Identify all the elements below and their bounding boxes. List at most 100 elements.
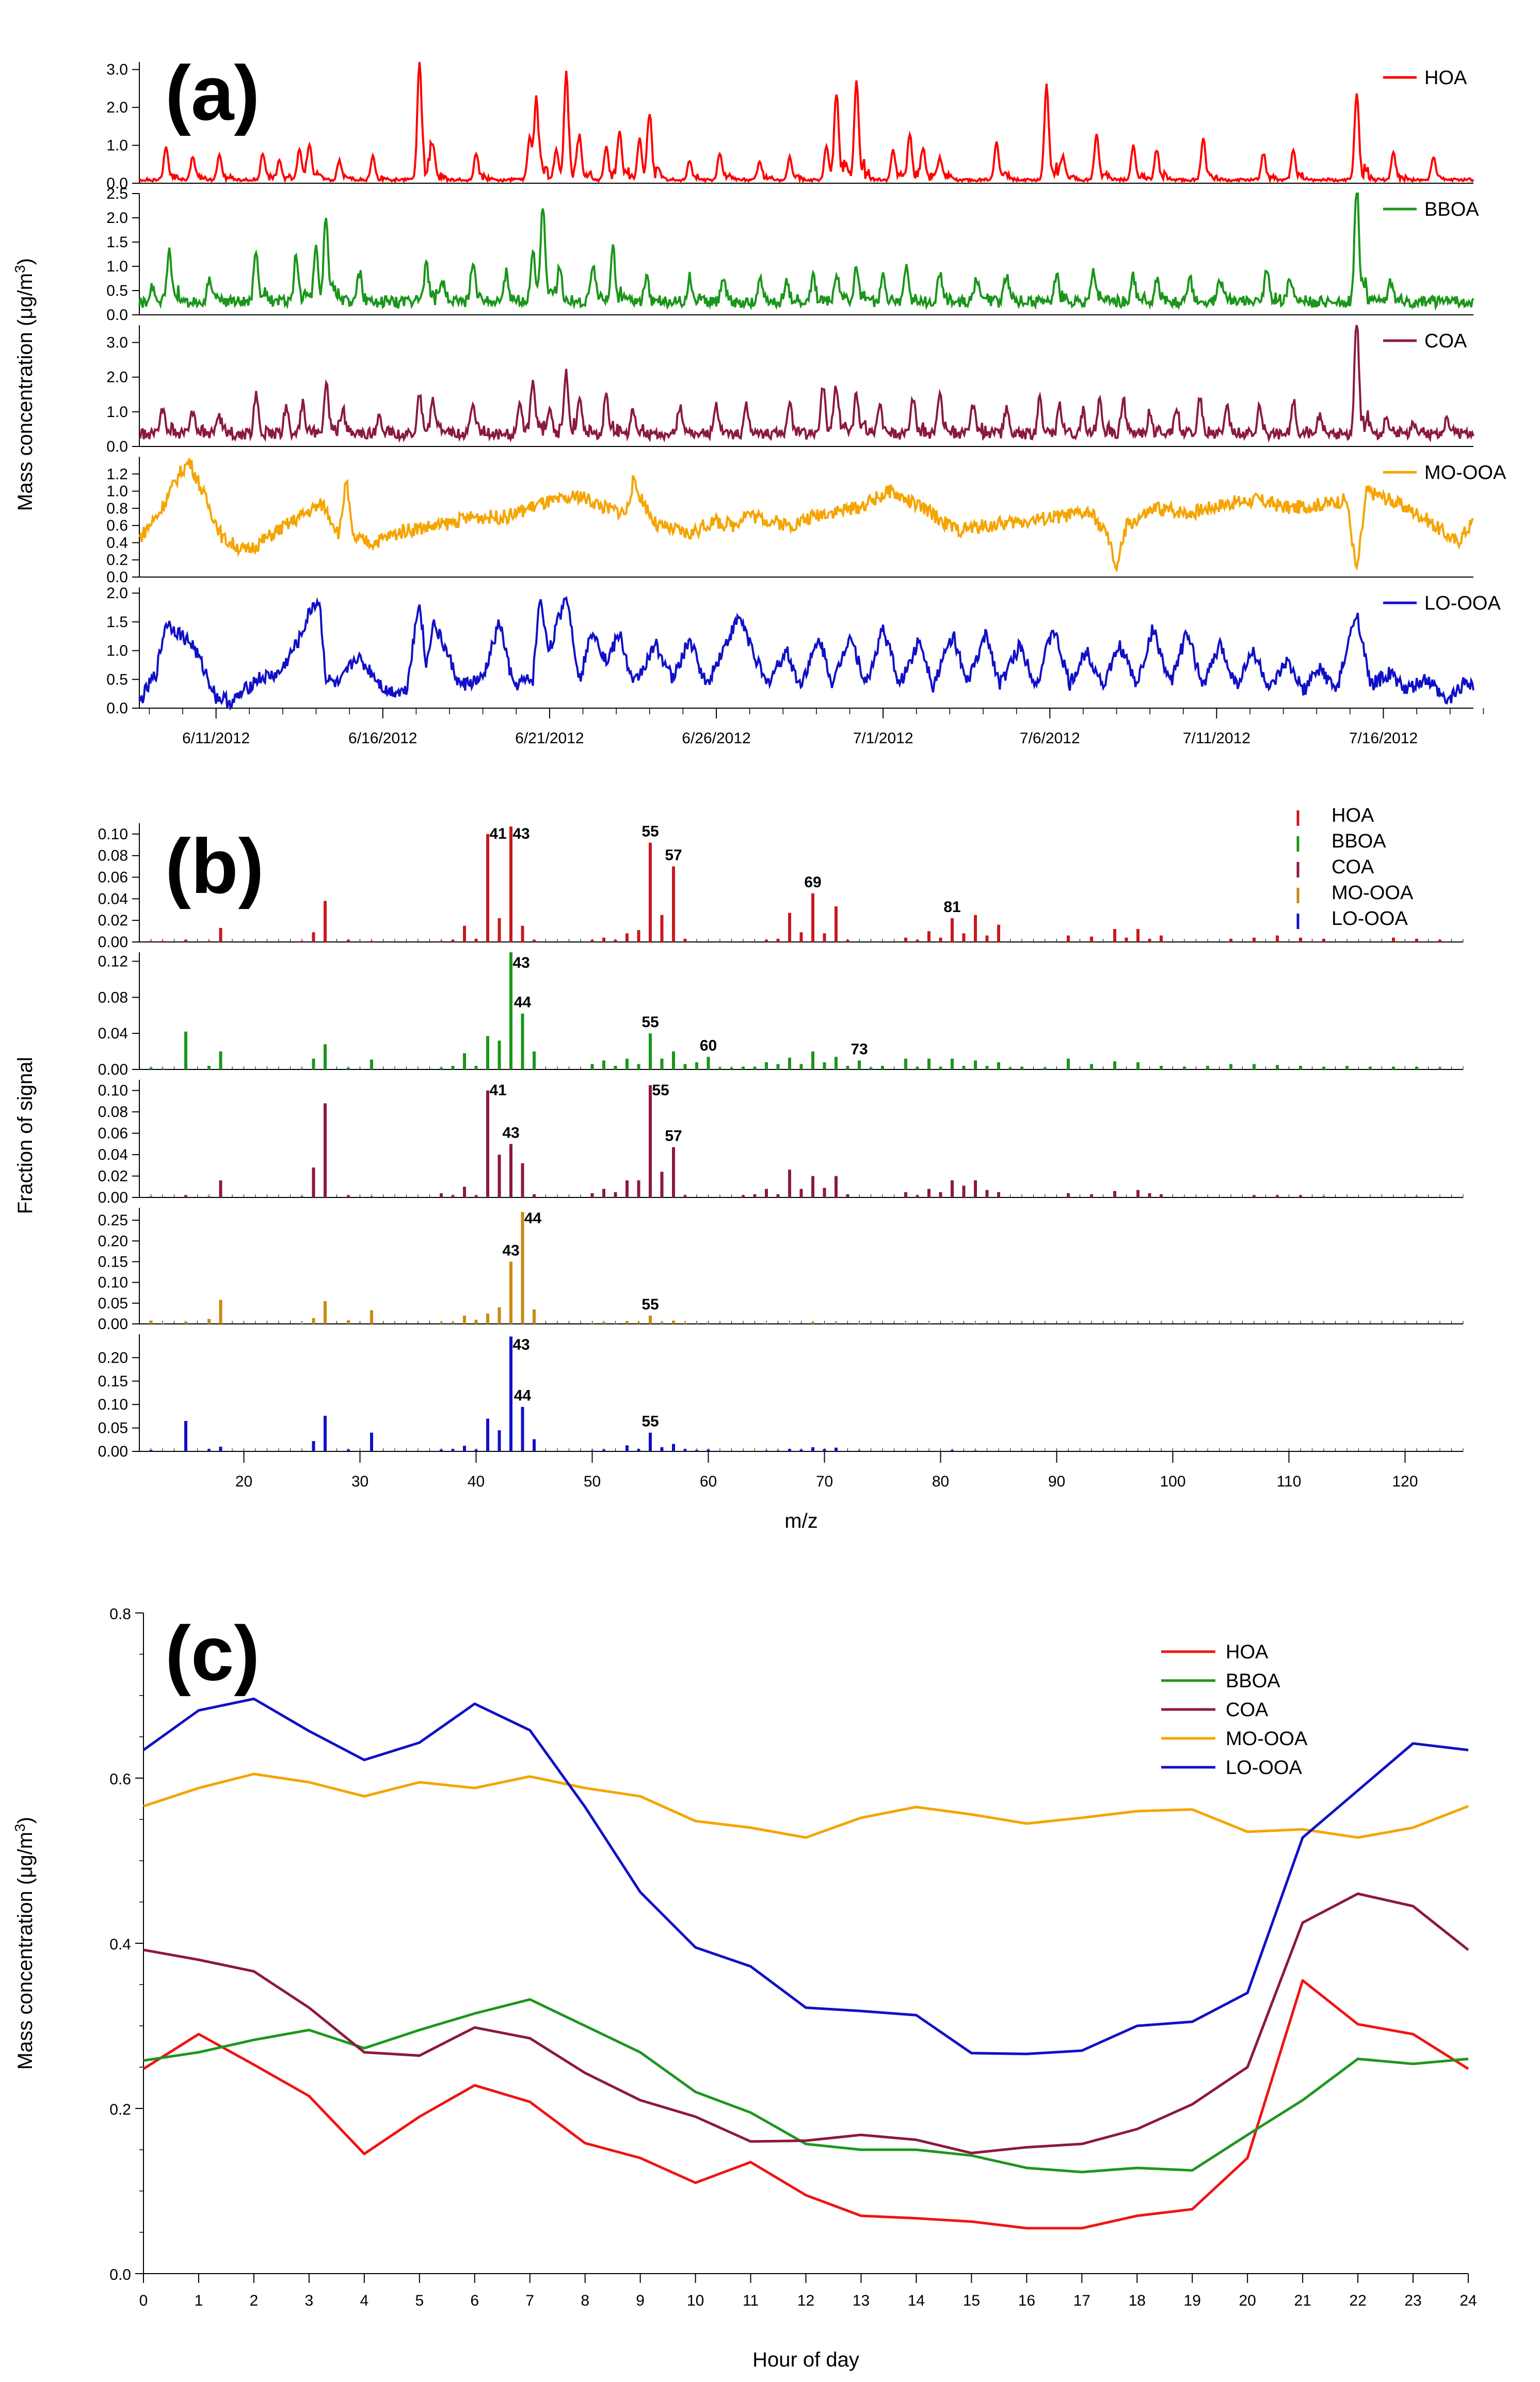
panel-c-xtick-label: 5 xyxy=(415,2292,424,2309)
legend-b-label-coa: COA xyxy=(1332,856,1374,878)
panel-c-xtick-label: 22 xyxy=(1349,2292,1366,2309)
panel-c-xtick-label: 21 xyxy=(1294,2292,1311,2309)
panel-a-ytick-label: 0.5 xyxy=(106,282,128,299)
panel-b-ytick-label: 0.10 xyxy=(98,1274,128,1291)
panel-b-xtick-label: 50 xyxy=(584,1473,601,1490)
panel-b-ytick-label: 0.10 xyxy=(98,826,128,843)
panel-a-ytick-label: 2.0 xyxy=(106,369,128,386)
panel-b-xtick-label: 30 xyxy=(351,1473,368,1490)
panel-c-xtick-label: 14 xyxy=(908,2292,925,2309)
peak-label-mo-ooa-55: 55 xyxy=(641,1296,659,1313)
panel-c-xtick-label: 6 xyxy=(470,2292,479,2309)
panel-b-ytick-label: 0.04 xyxy=(98,1146,128,1163)
peak-label-hoa-43: 43 xyxy=(512,825,530,842)
panel-c-ylabel: Mass concentration (μg/m3) xyxy=(12,1817,37,2070)
panel-c-xlabel: Hour of day xyxy=(752,2348,859,2371)
panel-a-ytick-label: 1.2 xyxy=(106,466,128,483)
peak-label-hoa-41: 41 xyxy=(489,825,506,842)
panel-b-ytick-label: 0.10 xyxy=(98,1396,128,1413)
series-coa-line xyxy=(138,325,1474,443)
legend-c-label-hoa: HOA xyxy=(1226,1641,1269,1663)
panel-b-ytick-label: 0.20 xyxy=(98,1233,128,1250)
panel-b-ytick-label: 0.00 xyxy=(98,934,128,951)
series-mo-ooa-line xyxy=(138,458,1474,573)
panel-a-ytick-label: 1.0 xyxy=(106,483,128,500)
legend-label-coa: COA xyxy=(1424,330,1467,352)
panel-a-ytick-label: 3.0 xyxy=(106,61,128,78)
panel-b-xtick-label: 80 xyxy=(932,1473,949,1490)
panel-a-ytick-label: 0.8 xyxy=(106,500,128,517)
panel-b-ytick-label: 0.06 xyxy=(98,1125,128,1142)
panel-b-ytick-label: 0.15 xyxy=(98,1253,128,1270)
panel-a-ytick-label: 0.0 xyxy=(106,438,128,455)
panel-a-ytick-label: 2.5 xyxy=(106,185,128,202)
peak-label-coa-55: 55 xyxy=(652,1082,669,1099)
panel-b-ytick-label: 0.02 xyxy=(98,1168,128,1185)
panel-b-ytick-label: 0.00 xyxy=(98,1189,128,1206)
legend-label-hoa: HOA xyxy=(1424,67,1467,89)
series-mo-ooa-diurnal xyxy=(143,1772,1469,1839)
panel-c-xtick-label: 19 xyxy=(1184,2292,1201,2309)
panel-a-ylabel: Mass concentration (μg/m3) xyxy=(12,258,37,511)
panel-b-xtick-label: 60 xyxy=(700,1473,717,1490)
panel-a-ytick-label: 0.0 xyxy=(106,307,128,324)
panel-b-ytick-label: 0.00 xyxy=(98,1316,128,1333)
panel-c-xtick-label: 7 xyxy=(525,2292,534,2309)
peak-label-hoa-81: 81 xyxy=(943,899,960,916)
peak-label-coa-57: 57 xyxy=(665,1128,682,1145)
panel-a-ytick-label: 0.0 xyxy=(106,569,128,586)
series-lo-ooa-line xyxy=(138,596,1474,711)
legend-b-label-mo-ooa: MO-OOA xyxy=(1332,882,1414,904)
panel-c-xtick-label: 24 xyxy=(1459,2292,1477,2309)
panel-b-xtick-label: 110 xyxy=(1277,1473,1302,1490)
peak-label-lo-ooa-43: 43 xyxy=(512,1336,530,1353)
peak-label-lo-ooa-55: 55 xyxy=(641,1413,659,1430)
panel-a-xtick-label: 7/11/2012 xyxy=(1183,730,1250,747)
panel-a-ytick-label: 0.2 xyxy=(106,552,128,569)
series-coa-diurnal xyxy=(143,1892,1469,2154)
panel-a-xtick-label: 6/26/2012 xyxy=(682,730,750,747)
peak-label-mo-ooa-44: 44 xyxy=(524,1210,542,1227)
legend-b-label-lo-ooa: LO-OOA xyxy=(1332,908,1408,930)
panel-b-ytick-label: 0.00 xyxy=(98,1061,128,1078)
panel-a-ytick-label: 1.5 xyxy=(106,234,128,251)
legend-label-lo-ooa: LO-OOA xyxy=(1424,593,1501,614)
panel-a-xtick-label: 7/16/2012 xyxy=(1349,730,1418,747)
peak-label-bboa-55: 55 xyxy=(641,1014,659,1031)
panel-c-ytick-label: 0.2 xyxy=(109,2101,131,2118)
peak-label-bboa-60: 60 xyxy=(700,1037,717,1054)
legend-label-bboa: BBOA xyxy=(1424,199,1479,220)
series-bboa-diurnal xyxy=(143,1998,1469,2173)
panel-b-ytick-label: 0.12 xyxy=(98,953,128,970)
panel-a-label: (a) xyxy=(165,50,260,136)
panel-a-ytick-label: 0.4 xyxy=(106,534,128,551)
panel-b-ytick-label: 0.05 xyxy=(98,1295,128,1312)
panel-c-xtick-label: 12 xyxy=(797,2292,814,2309)
panel-a-xtick-label: 7/6/2012 xyxy=(1020,730,1080,747)
peak-label-coa-41: 41 xyxy=(489,1082,506,1099)
panel-a-ytick-label: 1.5 xyxy=(106,614,128,631)
panel-b-ytick-label: 0.02 xyxy=(98,912,128,929)
panel-c-xtick-label: 4 xyxy=(360,2292,368,2309)
panel-a-xtick-label: 6/16/2012 xyxy=(348,730,417,747)
panel-c-xtick-label: 11 xyxy=(743,2292,759,2309)
panel-a-ytick-label: 0.0 xyxy=(106,175,128,192)
panel-a-ytick-label: 0.5 xyxy=(106,671,128,688)
panel-c-xtick-label: 10 xyxy=(687,2292,704,2309)
series-bboa-line xyxy=(138,193,1474,311)
panel-b-xtick-label: 70 xyxy=(816,1473,833,1490)
peak-label-coa-43: 43 xyxy=(502,1124,519,1141)
panel-b-xtick-label: 40 xyxy=(468,1473,485,1490)
panel-c-ytick-label: 0.4 xyxy=(109,1936,131,1953)
panel-c-xtick-label: 17 xyxy=(1073,2292,1090,2309)
panel-b-label: (b) xyxy=(165,823,264,909)
panel-b-ytick-label: 0.05 xyxy=(98,1420,128,1437)
panel-c-xtick-label: 8 xyxy=(581,2292,589,2309)
panel-b-xtick-label: 20 xyxy=(235,1473,252,1490)
panel-a-ytick-label: 1.0 xyxy=(106,404,128,421)
panel-c-label: (c) xyxy=(165,1610,260,1697)
panel-a-ytick-label: 2.0 xyxy=(106,210,128,227)
panel-b-ytick-label: 0.20 xyxy=(98,1349,128,1366)
panel-a-ytick-label: 2.0 xyxy=(106,99,128,116)
